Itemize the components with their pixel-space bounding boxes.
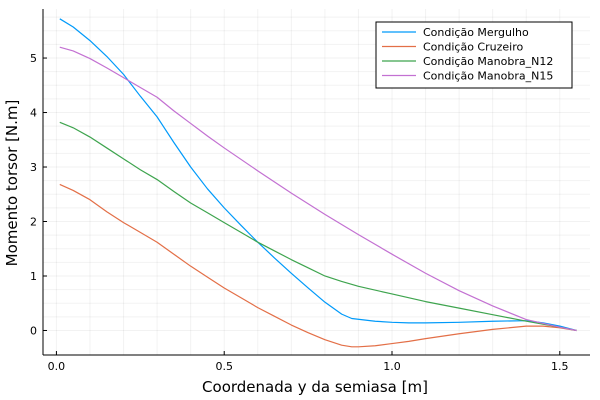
legend-box [375,21,573,89]
x-tick-label: 1.5 [551,360,569,373]
series-line-4 [59,46,577,332]
y-tick-label: 5 [30,52,37,65]
legend-label: Condição Mergulho [423,26,529,39]
legend-label: Condição Manobra_N15 [423,70,553,83]
legend-label: Condição Cruzeiro [423,41,523,54]
y-tick-label: 1 [30,270,37,283]
x-axis-title: Coordenada y da semiasa [m] [202,378,428,396]
axes [42,9,590,356]
y-tick-label: 2 [30,216,37,229]
tick-labels: 0.0 0.5 1.0 1.5 0 1 2 3 4 5 [30,52,569,373]
x-tick-label: 1.0 [383,360,401,373]
y-tick-label: 0 [30,324,37,337]
series-line-2 [59,183,577,348]
x-tick-label: 0.5 [215,360,233,373]
legend-label: Condição Manobra_N12 [423,55,553,68]
y-tick-label: 3 [30,161,37,174]
x-tick-label: 0.0 [48,360,66,373]
y-axis-title: Momento torsor [N.m] [3,100,21,267]
series-line-1 [59,18,577,332]
series-group [59,18,577,348]
y-tick-label: 4 [30,107,37,120]
series-line-3 [59,121,577,332]
